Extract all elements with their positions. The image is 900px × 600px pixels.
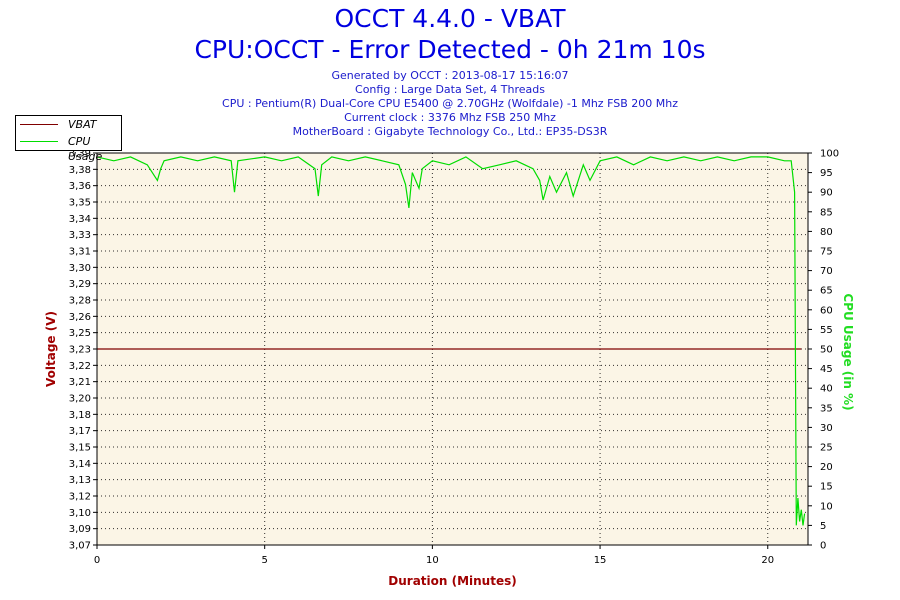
y-tick-label: 3,22: [69, 361, 91, 372]
y-tick-label: 3,29: [69, 279, 91, 290]
y-tick-label: 3,14: [69, 459, 91, 470]
info-motherboard: MotherBoard : Gigabyte Technology Co., L…: [292, 125, 608, 138]
y-tick-label: 3,25: [69, 328, 91, 339]
info-clock: Current clock : 3376 Mhz FSB 250 Mhz: [344, 111, 556, 124]
y2-tick-label: 95: [820, 168, 833, 179]
y-tick-label: 3,20: [69, 394, 91, 405]
y-tick-label: 3,34: [69, 214, 91, 225]
y-axis-label: Voltage (V): [44, 311, 58, 387]
y-tick-label: 3,26: [69, 312, 91, 323]
y2-tick-label: 5: [820, 521, 826, 532]
x-tick-label: 5: [262, 555, 268, 566]
y-tick-label: 3,23: [69, 345, 91, 356]
y-tick-label: 3,28: [69, 296, 91, 307]
info-generated: Generated by OCCT : 2013-08-17 15:16:07: [331, 69, 569, 82]
y2-axis-label: CPU Usage (in %): [841, 293, 855, 410]
y-tick-label: 3,07: [69, 541, 91, 552]
y-tick-label: 3,35: [69, 198, 91, 209]
y-tick-label: 3,12: [69, 492, 91, 503]
y-tick-label: 3,33: [69, 230, 91, 241]
y2-tick-label: 50: [820, 345, 833, 356]
series-line-cpu-usage: [96, 156, 806, 526]
y2-tick-label: 15: [820, 482, 833, 493]
y2-tick-label: 70: [820, 266, 833, 277]
y2-tick-label: 10: [820, 501, 833, 512]
y-tick-label: 3,15: [69, 443, 91, 454]
y-tick-label: 3,13: [69, 475, 91, 486]
x-axis-label: Duration (Minutes): [388, 574, 516, 588]
legend-label-vbat: VBAT: [68, 118, 97, 131]
chart-subtitle: CPU:OCCT - Error Detected - 0h 21m 10s: [194, 35, 706, 64]
x-tick-label: 15: [594, 555, 607, 566]
y2-tick-label: 90: [820, 188, 833, 199]
y-tick-label: 3,38: [69, 165, 91, 176]
y2-tick-label: 100: [820, 149, 839, 160]
y-tick-label: 3,10: [69, 508, 91, 519]
y-tick-label: 3,31: [69, 247, 91, 258]
legend-item-cpu-usage: CPU Usage: [16, 134, 121, 163]
y2-tick-label: 65: [820, 286, 833, 297]
y2-tick-label: 25: [820, 443, 833, 454]
x-tick-label: 20: [761, 555, 774, 566]
y2-tick-label: 30: [820, 423, 833, 434]
info-config: Config : Large Data Set, 4 Threads: [355, 83, 545, 96]
y2-tick-label: 85: [820, 207, 833, 218]
y2-tick-label: 35: [820, 403, 833, 414]
y-tick-label: 3,39: [69, 149, 91, 160]
chart-title: OCCT 4.4.0 - VBAT: [334, 4, 566, 33]
legend-swatch-vbat: [20, 124, 58, 125]
y2-tick-label: 80: [820, 227, 833, 238]
y2-tick-label: 40: [820, 384, 833, 395]
legend-label-cpu-usage: CPU Usage: [68, 135, 103, 163]
y2-tick-label: 55: [820, 325, 833, 336]
chart-legend: VBAT CPU Usage: [15, 115, 122, 163]
y2-tick-label: 45: [820, 364, 833, 375]
legend-swatch-cpu-usage: [20, 141, 58, 142]
y-tick-label: 3,30: [69, 263, 91, 274]
legend-item-vbat: VBAT: [16, 117, 121, 133]
y2-tick-label: 0: [820, 541, 826, 552]
y2-tick-label: 75: [820, 247, 833, 258]
y-tick-label: 3,09: [69, 524, 91, 535]
y-tick-label: 3,17: [69, 426, 91, 437]
x-tick-label: 10: [426, 555, 439, 566]
x-tick-label: 0: [94, 555, 100, 566]
y-tick-label: 3,18: [69, 410, 91, 421]
info-cpu: CPU : Pentium(R) Dual-Core CPU E5400 @ 2…: [222, 97, 678, 110]
y-tick-label: 3,21: [69, 377, 91, 388]
y2-tick-label: 20: [820, 462, 833, 473]
y2-tick-label: 60: [820, 305, 833, 316]
plot-border: [96, 152, 809, 546]
y-tick-label: 3,36: [69, 181, 91, 192]
